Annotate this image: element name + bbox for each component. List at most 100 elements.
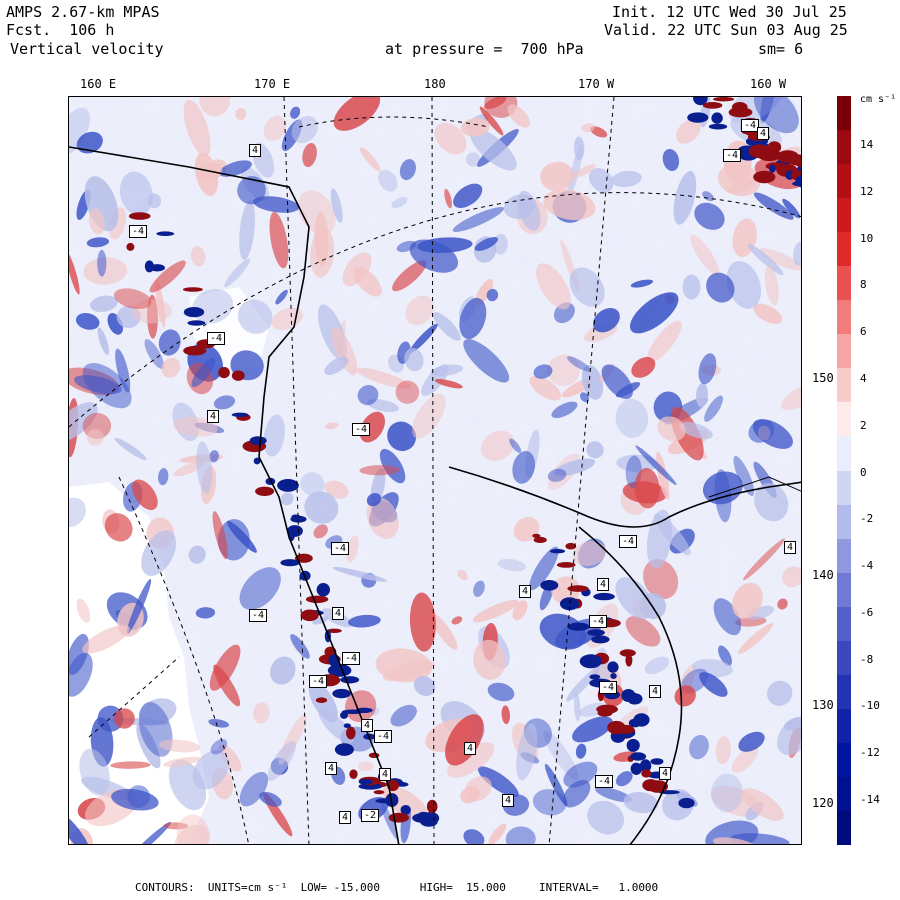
- strong-blob: [732, 102, 748, 113]
- field-blob: [355, 367, 412, 389]
- field-blob: [657, 416, 686, 442]
- strong-blob: [156, 231, 175, 236]
- field-blob: [237, 176, 266, 205]
- field-blob: [290, 634, 310, 659]
- field-blob: [472, 599, 519, 623]
- field-blob: [662, 789, 694, 821]
- vertical-velocity-map: -4 4 -4 4 -4 -4 4 -4 4 -4 -4 4 -4 -4 4 -4 4 -2 4 4 -4 4 4 4 -4 4-…: [68, 96, 802, 845]
- field-blob: [465, 152, 481, 167]
- strong-blob: [340, 711, 348, 719]
- field-blob: [304, 491, 339, 524]
- contour-label: 4: [339, 811, 352, 824]
- field-blob: [126, 578, 152, 634]
- colorbar-swatch: [837, 810, 851, 846]
- contour-label: -4: [589, 615, 608, 628]
- field-blob: [387, 421, 417, 452]
- colorbar-swatch: [837, 300, 851, 335]
- field-blob: [409, 239, 459, 273]
- field-blob: [473, 639, 506, 680]
- colorbar-swatch: [837, 742, 851, 778]
- contour-label: 4: [784, 541, 797, 554]
- field-blob: [158, 329, 181, 356]
- strong-blob: [556, 562, 576, 568]
- contour-label: 4: [332, 607, 345, 620]
- field-blob: [158, 468, 169, 486]
- field-blob: [313, 524, 328, 539]
- field-blob: [359, 147, 381, 172]
- field-blob: [86, 428, 104, 446]
- field-blob: [782, 566, 801, 588]
- field-blob: [290, 106, 301, 119]
- field-blob: [726, 261, 762, 309]
- field-blob: [366, 497, 399, 539]
- field-blob: [754, 97, 799, 134]
- strong-blob: [713, 97, 735, 102]
- contour-label: -2: [361, 809, 380, 822]
- field-blob: [646, 320, 682, 364]
- colorbar-unit: cm s⁻¹: [860, 94, 897, 105]
- field-blob: [459, 297, 487, 340]
- field-blob: [579, 392, 590, 403]
- strong-blob: [315, 697, 328, 703]
- strong-blob: [630, 752, 647, 761]
- strong-blob: [253, 457, 261, 465]
- field-blob: [411, 393, 446, 439]
- field-blob: [581, 364, 604, 400]
- strong-blob: [589, 674, 601, 680]
- field-blob: [694, 202, 725, 230]
- field-blob: [705, 820, 759, 844]
- field-blob: [346, 535, 359, 563]
- field-blob: [480, 430, 515, 461]
- strong-blob: [633, 713, 650, 727]
- contour-label: 4: [649, 685, 662, 698]
- strong-blob: [533, 536, 547, 543]
- field-blob: [324, 480, 349, 499]
- strong-blob: [627, 693, 643, 705]
- colorbar-swatch: [837, 776, 851, 812]
- field-blob: [554, 458, 596, 476]
- colorbar-tick-label: -10: [860, 699, 880, 713]
- strong-blob: [334, 743, 354, 756]
- field-blob: [615, 398, 649, 438]
- field-blob: [634, 468, 660, 509]
- field-blob: [128, 821, 172, 844]
- field-blob: [759, 248, 801, 271]
- field-blob: [748, 419, 775, 443]
- lon-label-180: 180: [424, 77, 446, 91]
- contour-label: -4: [723, 149, 742, 162]
- contour-label: 4: [502, 794, 515, 807]
- field-blob: [253, 702, 270, 724]
- strong-blob: [649, 780, 657, 786]
- contour-label: 4: [519, 585, 532, 598]
- strong-blob: [388, 812, 409, 823]
- field-blob: [114, 437, 147, 461]
- field-blob: [378, 169, 398, 192]
- strong-blob: [277, 479, 299, 492]
- field-blob: [161, 357, 181, 378]
- strong-blob: [769, 164, 776, 173]
- field-blob: [595, 786, 633, 803]
- field-blob: [486, 288, 499, 302]
- field-blob: [174, 824, 211, 844]
- field-blob: [104, 513, 133, 542]
- field-blob: [404, 348, 424, 372]
- field-blob: [630, 279, 654, 288]
- colorbar-swatch: [837, 334, 851, 369]
- valid-time: Valid. 22 UTC Sun 03 Aug 25: [604, 21, 848, 39]
- strong-blob: [748, 144, 771, 159]
- field-blob: [357, 761, 374, 772]
- field-blob: [452, 207, 504, 232]
- colorbar-tick-label: -6: [860, 605, 874, 619]
- field-blob: [754, 482, 789, 522]
- contour-label: -4: [352, 423, 371, 436]
- strong-blob: [625, 654, 633, 667]
- field-blob: [743, 538, 785, 581]
- colorbar-tick-label: 12: [860, 184, 874, 198]
- field-blob: [199, 97, 231, 117]
- field-blob: [239, 771, 269, 807]
- field-blob: [699, 672, 728, 697]
- field-blob: [188, 545, 206, 564]
- field-blob: [601, 364, 633, 400]
- colorbar-swatch: [837, 402, 851, 437]
- field-blob: [529, 375, 561, 401]
